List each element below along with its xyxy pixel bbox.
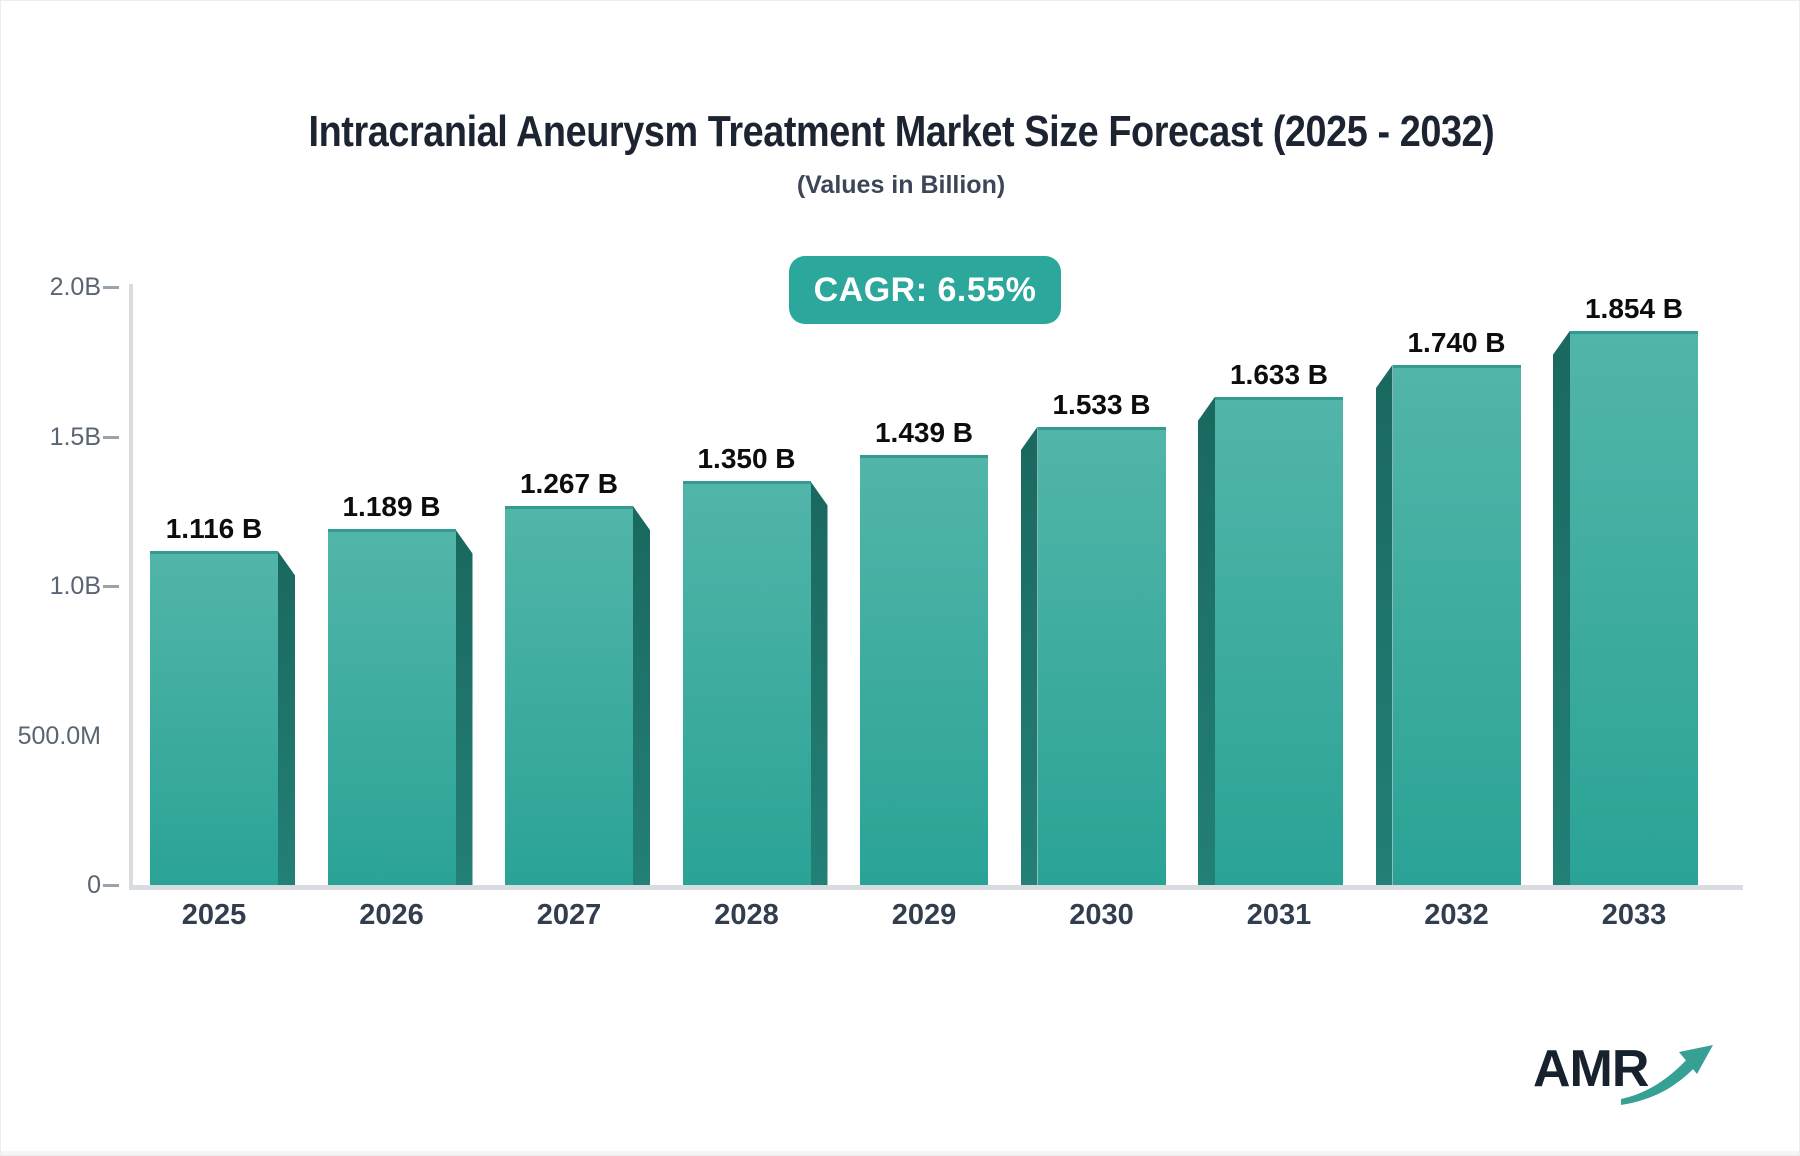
x-tick-2025: 2025 — [181, 899, 247, 931]
bar-value-label: 1.740 B — [1407, 326, 1506, 358]
chart-subtitle-row: (Values in Billion) — [1, 171, 1799, 200]
y-tick-label: 0 — [87, 871, 101, 899]
y-tick-label: 1.0B — [49, 572, 101, 600]
bar-bevel-2026 — [455, 529, 473, 885]
y-tick-label: 2.0B — [49, 273, 101, 301]
amr-logo: AMR — [1533, 1039, 1723, 1109]
bar-value-label: 1.854 B — [1584, 292, 1684, 324]
growth-arrow-icon — [1621, 1045, 1713, 1105]
bar-value-label: 1.267 B — [519, 468, 619, 500]
bar-bevel-2033 — [1553, 330, 1570, 885]
bar-2028 — [682, 481, 811, 885]
bar-2025 — [150, 551, 278, 885]
chart-subtitle: (Values in Billion) — [796, 171, 1006, 199]
y-tick-label: 500.0M — [17, 721, 101, 750]
bar-value-label: 1.189 B — [342, 491, 441, 523]
x-tick-2026: 2026 — [359, 899, 424, 931]
bar-bevel-2030 — [1020, 426, 1038, 885]
logo-text: AMR — [1533, 1040, 1649, 1098]
y-tick-dash — [103, 884, 119, 887]
bar-2026 — [327, 529, 456, 885]
y-tick-dash — [103, 585, 119, 588]
x-tick-2032: 2032 — [1424, 899, 1489, 931]
bar-2031 — [1215, 396, 1343, 885]
bar-2027 — [505, 506, 633, 885]
cagr-badge: CAGR: 6.55% — [789, 256, 1061, 324]
y-tick-dash — [103, 286, 119, 289]
y-axis-line — [129, 284, 133, 890]
bar-bevel-2028 — [810, 481, 828, 885]
bar-value-label: 1.533 B — [1052, 388, 1151, 420]
bar-2033 — [1570, 330, 1698, 885]
x-axis-line — [129, 885, 1743, 890]
bar-value-label: 1.350 B — [697, 443, 796, 475]
bar-value-label: 1.633 B — [1229, 358, 1329, 390]
bar-value-label: 1.439 B — [874, 416, 974, 448]
bottom-edge — [1, 1151, 1799, 1155]
bar-bevel-2031 — [1198, 396, 1215, 885]
x-tick-2027: 2027 — [536, 899, 602, 931]
bar-value-label: 1.116 B — [165, 513, 263, 545]
x-tick-2028: 2028 — [714, 899, 779, 931]
page-title-row: Intracranial Aneurysm Treatment Market S… — [1, 107, 1799, 157]
bar-2030 — [1037, 426, 1166, 885]
y-tick-dash — [103, 435, 119, 439]
x-tick-2033: 2033 — [1601, 899, 1667, 931]
x-tick-2029: 2029 — [891, 899, 957, 931]
bar-bevel-2025 — [278, 551, 295, 885]
bar-bevel-2027 — [633, 506, 650, 885]
bar-2032 — [1392, 364, 1521, 885]
bar-2029 — [860, 454, 988, 885]
chart-title: Intracranial Aneurysm Treatment Market S… — [308, 107, 1494, 156]
x-tick-2030: 2030 — [1069, 899, 1134, 931]
bar-bevel-2032 — [1375, 364, 1393, 885]
y-tick-label: 1.5B — [49, 422, 101, 451]
x-tick-2031: 2031 — [1246, 899, 1312, 931]
